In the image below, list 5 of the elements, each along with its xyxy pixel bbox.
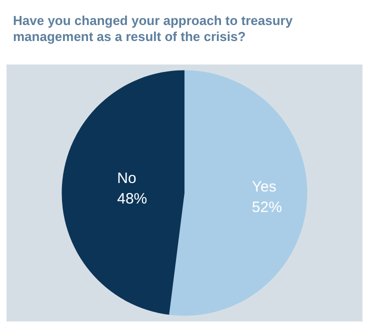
slice-label: Yes [252,178,276,196]
slice-label: No [117,170,136,188]
chart-title: Have you changed your approach to treasury management as a result of the crisis? [13,13,294,46]
data-label: 48% [117,190,148,208]
data-label: 52% [252,198,282,216]
